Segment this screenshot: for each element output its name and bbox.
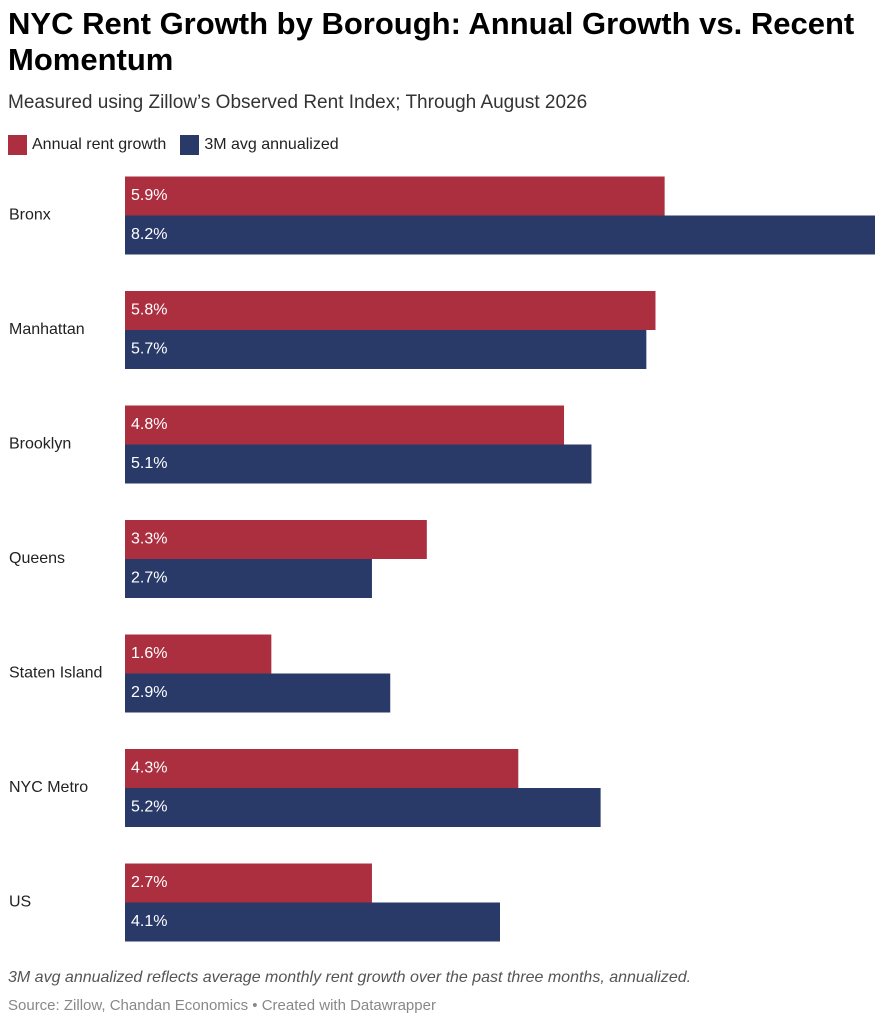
chart-note: 3M avg annualized reflects average month…	[8, 969, 692, 986]
value-label-3m-staten-island: 2.9%	[131, 684, 167, 701]
bar-chart: Bronx 5.9% 8.2% Manhattan 5.8% 5.7% Brooklyn 4.…	[9, 176, 875, 942]
value-label-annual-manhattan: 5.8%	[131, 302, 167, 319]
category-label-us: US	[9, 894, 31, 911]
legend-swatch-annual	[8, 135, 27, 155]
legend-label-annual: Annual rent growth	[32, 136, 167, 153]
category-label-queens: Queens	[9, 550, 65, 567]
value-label-3m-us: 4.1%	[131, 913, 167, 930]
value-label-annual-brooklyn: 4.8%	[131, 416, 167, 433]
value-label-annual-us: 2.7%	[131, 874, 167, 891]
legend-label-3m: 3M avg annualized	[204, 136, 339, 153]
chart-source: Source: Zillow, Chandan Economics • Crea…	[8, 997, 436, 1014]
bar-3m-bronx	[125, 215, 875, 255]
bar-3m-nyc-metro	[125, 788, 601, 827]
value-label-annual-staten-island: 1.6%	[131, 645, 167, 662]
value-label-3m-queens: 2.7%	[131, 570, 167, 587]
chart-title: NYC Rent Growth by Borough: Annual Growt…	[8, 6, 855, 77]
value-label-annual-bronx: 5.9%	[131, 187, 167, 204]
bar-annual-staten-island	[125, 634, 272, 674]
category-label-nyc-metro: NYC Metro	[9, 779, 88, 796]
value-label-3m-bronx: 8.2%	[131, 226, 167, 243]
bar-annual-nyc-metro	[125, 749, 519, 788]
value-label-3m-nyc-metro: 5.2%	[131, 799, 167, 816]
category-label-manhattan: Manhattan	[9, 321, 85, 338]
chart-legend: Annual rent growth 3M avg annualized	[8, 135, 353, 155]
bar-annual-queens	[125, 520, 427, 559]
bar-annual-brooklyn	[125, 405, 565, 445]
value-label-3m-manhattan: 5.7%	[131, 341, 167, 358]
bar-3m-manhattan	[125, 330, 647, 369]
legend-item-3m: 3M avg annualized	[180, 135, 339, 155]
legend-swatch-3m	[180, 135, 200, 155]
bar-annual-manhattan	[125, 291, 656, 330]
bar-3m-staten-island	[125, 673, 391, 713]
bar-3m-queens	[125, 559, 372, 598]
category-label-staten-island: Staten Island	[9, 665, 102, 682]
category-label-brooklyn: Brooklyn	[9, 436, 71, 453]
category-label-bronx: Bronx	[9, 207, 51, 224]
bar-annual-bronx	[125, 176, 665, 216]
bar-3m-us	[125, 902, 500, 942]
legend-item-annual: Annual rent growth	[8, 135, 166, 155]
value-label-annual-queens: 3.3%	[131, 531, 167, 548]
bar-3m-brooklyn	[125, 444, 592, 484]
chart-subtitle: Measured using Zillow’s Observed Rent In…	[8, 92, 588, 113]
value-label-annual-nyc-metro: 4.3%	[131, 760, 167, 777]
bar-annual-us	[125, 863, 372, 903]
value-label-3m-brooklyn: 5.1%	[131, 455, 167, 472]
